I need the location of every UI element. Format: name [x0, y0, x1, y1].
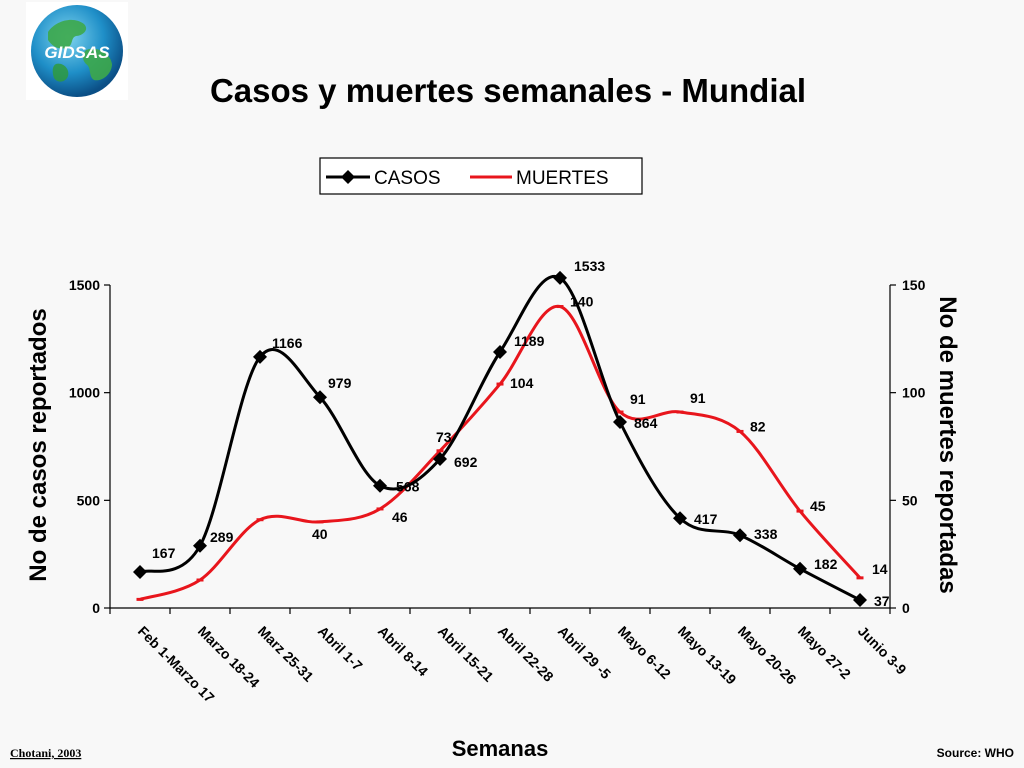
- casos-point: [193, 538, 207, 553]
- muertes-data-label: 91: [690, 390, 706, 406]
- casos-point: [433, 451, 447, 466]
- y2-tick-label: 50: [902, 492, 918, 508]
- muertes-point: [676, 410, 684, 414]
- legend-muertes-marker: [487, 175, 495, 179]
- casos-point: [613, 414, 627, 429]
- muertes-point: [436, 449, 444, 453]
- muertes-point: [796, 509, 804, 513]
- legend-casos-label: CASOS: [374, 168, 441, 189]
- x-category-label: Junio 3-9: [855, 623, 910, 678]
- muertes-data-label: 140: [570, 294, 594, 310]
- casos-point: [853, 593, 867, 608]
- casos-point: [313, 390, 327, 405]
- casos-data-label: 417: [694, 511, 718, 527]
- x-category-label: Abril 22-28: [495, 623, 557, 685]
- casos-data-label: 864: [634, 415, 658, 431]
- muertes-data-label: 40: [312, 526, 328, 542]
- muertes-data-label: 45: [810, 498, 826, 514]
- chart-title: Casos y muertes semanales - Mundial: [210, 72, 806, 109]
- muertes-point: [316, 520, 324, 524]
- y2-tick-label: 100: [902, 385, 926, 401]
- muertes-data-label: 73: [436, 429, 452, 445]
- muertes-point: [736, 429, 744, 433]
- y2-tick-label: 150: [902, 277, 926, 293]
- muertes-data-label: 14: [872, 561, 888, 577]
- x-axis-title: Semanas: [452, 736, 549, 761]
- y2-tick-label: 0: [902, 600, 910, 616]
- y-tick-label: 1000: [69, 385, 100, 401]
- x-category-label: Abril 8-14: [375, 623, 432, 680]
- casos-point: [253, 349, 267, 364]
- x-category-label: Abril 29 -5: [555, 623, 614, 682]
- casos-point: [373, 478, 387, 493]
- casos-line: [139, 274, 861, 602]
- casos-data-label: 167: [152, 545, 176, 561]
- casos-point: [793, 561, 807, 576]
- casos-data-label: 289: [210, 529, 234, 545]
- author-credit: Chotani, 2003: [10, 746, 81, 760]
- y-tick-label: 500: [77, 492, 101, 508]
- logo-text: GIDSAS: [44, 43, 110, 62]
- casos-data-label: 338: [754, 526, 778, 542]
- legend: CASOS MUERTES: [319, 157, 643, 195]
- muertes-data-label: 46: [392, 509, 408, 525]
- muertes-point: [376, 507, 384, 511]
- muertes-data-label: 91: [630, 391, 646, 407]
- y-tick-label: 0: [92, 600, 100, 616]
- casos-point: [733, 528, 747, 543]
- casos-data-label: 1189: [514, 333, 545, 349]
- y2-axis-title: No de muertes reportadas: [934, 296, 961, 593]
- casos-data-label: 568: [396, 479, 420, 495]
- casos-point: [133, 565, 147, 580]
- casos-data-label: 37: [874, 593, 890, 609]
- muertes-point: [496, 382, 504, 386]
- casos-data-label: 979: [328, 375, 352, 391]
- source-credit: Source: WHO: [937, 746, 1014, 760]
- x-category-label: Mayo 27-2: [795, 623, 854, 682]
- globe-logo: GIDSAS: [26, 2, 128, 100]
- muertes-point: [136, 597, 144, 601]
- x-category-label: Mayo 6-12: [615, 623, 674, 682]
- x-category-label: Abril 1-7: [315, 623, 366, 674]
- casos-data-label: 182: [814, 556, 838, 572]
- casos-point: [493, 344, 507, 359]
- muertes-point: [556, 305, 564, 309]
- x-category-label: Marz 25-31: [255, 623, 317, 685]
- casos-data-label: 692: [454, 454, 478, 470]
- muertes-point: [256, 518, 264, 522]
- muertes-point: [856, 576, 864, 580]
- casos-point: [553, 270, 567, 285]
- y-axis-title: No de casos reportados: [25, 308, 52, 581]
- muertes-data-label: 82: [750, 418, 766, 434]
- casos-data-label: 1533: [574, 258, 605, 274]
- legend-muertes-label: MUERTES: [516, 168, 609, 189]
- x-category-label: Mayo 13-19: [675, 623, 740, 688]
- x-category-label: Mayo 20-26: [735, 623, 800, 688]
- casos-point: [673, 511, 687, 526]
- muertes-data-label: 104: [510, 375, 534, 391]
- casos-data-label: 1166: [272, 335, 303, 351]
- muertes-point: [616, 410, 624, 414]
- muertes-point: [196, 578, 204, 582]
- y-tick-label: 1500: [69, 277, 100, 293]
- x-category-label: Abril 15-21: [435, 623, 497, 685]
- legend-casos-marker: [341, 170, 355, 184]
